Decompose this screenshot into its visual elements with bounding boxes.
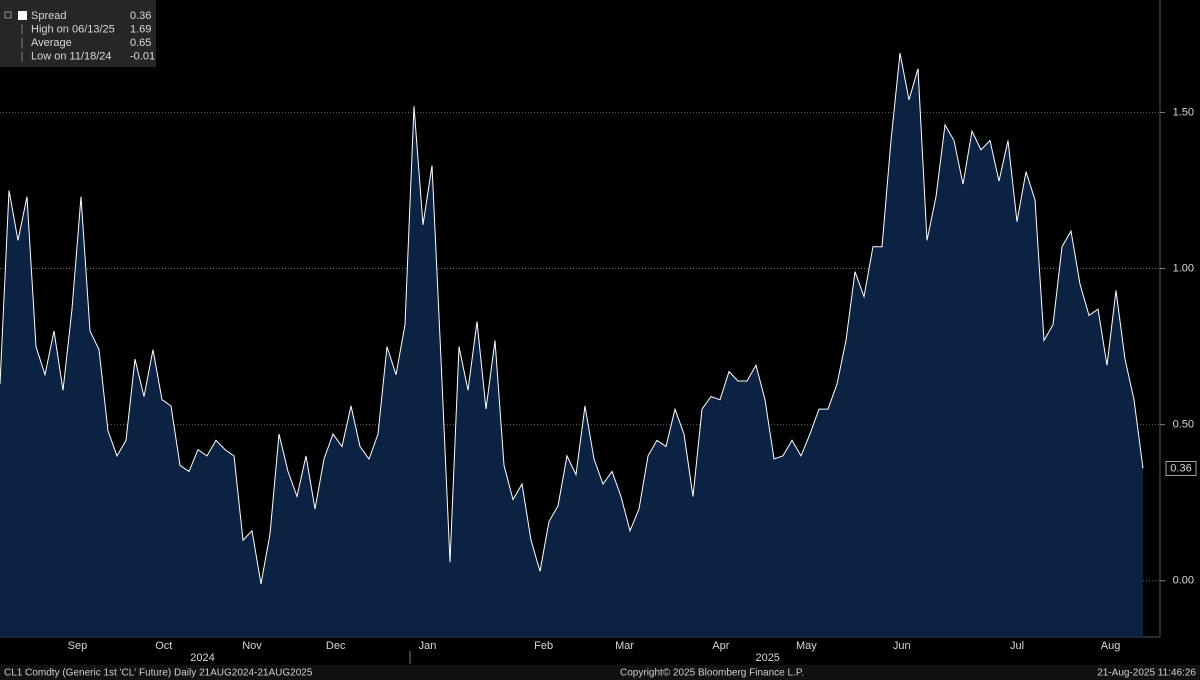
year-label: 2025 xyxy=(755,652,779,664)
legend: Spread 0.36 High on 06/13/25 1.69 Average 0.6… xyxy=(0,0,156,67)
year-label: 2024 xyxy=(190,652,214,664)
x-tick-label: Aug xyxy=(1101,640,1121,652)
x-tick-label: Mar xyxy=(615,640,634,652)
footer-center: Copyright© 2025 Bloomberg Finance L.P. xyxy=(620,668,804,679)
x-tick-label: Jun xyxy=(893,640,911,652)
x-tick-label: Sep xyxy=(68,640,88,652)
legend-value: 0.36 xyxy=(130,10,151,22)
legend-check xyxy=(4,11,12,19)
line xyxy=(0,53,1144,584)
x-tick-label: Feb xyxy=(534,640,553,652)
x-tick-label: May xyxy=(796,640,817,652)
x-tick-label: Apr xyxy=(712,640,729,652)
y-tick-label: 0.00 xyxy=(1173,575,1194,587)
legend-swatch xyxy=(18,11,27,20)
legend-value: 1.69 xyxy=(130,24,151,36)
area xyxy=(0,53,1143,638)
legend-label: Spread xyxy=(31,10,66,22)
legend-value: 0.65 xyxy=(130,37,151,49)
x-tick-label: Jan xyxy=(419,640,437,652)
x-tick-label: Dec xyxy=(326,640,346,652)
footer-right: 21-Aug-2025 11:46:26 xyxy=(1097,668,1196,679)
footer-bar xyxy=(0,665,1200,680)
footer-left: CL1 Comdty (Generic 1st 'CL' Future) Dai… xyxy=(4,668,313,679)
last-value-box xyxy=(1165,460,1197,476)
legend-label: Low on 11/18/24 xyxy=(31,51,112,63)
legend-label: High on 06/13/25 xyxy=(31,24,115,36)
y-tick-label: 1.50 xyxy=(1173,106,1194,118)
legend-value: -0.01 xyxy=(130,51,155,63)
x-tick-label: Jul xyxy=(1010,640,1024,652)
last-value-label: 0.36 xyxy=(1170,462,1191,474)
legend-label: Average xyxy=(31,37,72,49)
y-tick-label: 0.50 xyxy=(1173,419,1194,431)
x-tick-label: Nov xyxy=(242,640,262,652)
y-tick-label: 1.00 xyxy=(1173,262,1194,274)
x-tick-label: Oct xyxy=(155,640,172,652)
